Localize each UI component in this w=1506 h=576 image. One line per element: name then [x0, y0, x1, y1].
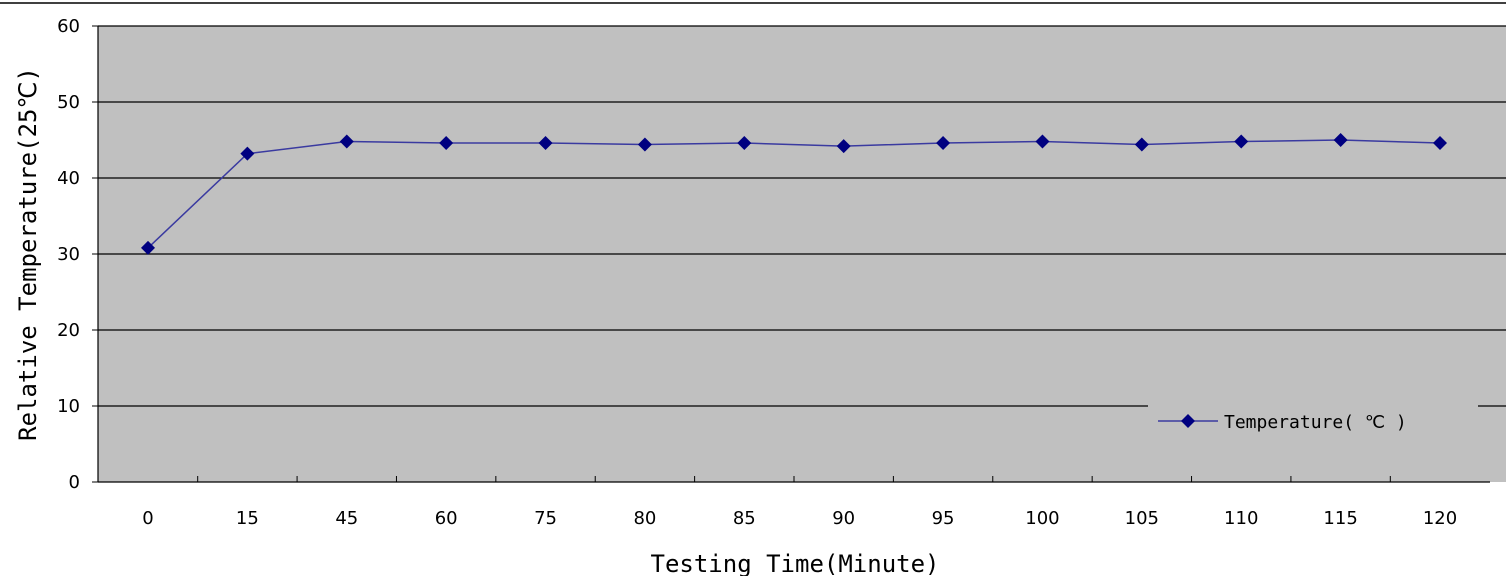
data-point-marker	[1333, 133, 1348, 147]
y-axis-title: Relative Temperature(25℃)	[14, 67, 42, 441]
x-tick-label: 60	[435, 508, 458, 529]
data-point-marker	[936, 136, 951, 151]
data-point-marker	[737, 136, 752, 151]
x-tick-label: 105	[1125, 508, 1159, 529]
x-tick-label: 85	[733, 508, 756, 529]
x-tick-label: 15	[236, 508, 259, 529]
x-tick-label: 80	[633, 508, 656, 529]
data-point-marker	[141, 240, 155, 255]
x-tick-label: 45	[335, 508, 358, 529]
y-tick-label: 20	[57, 320, 80, 341]
y-axis-ticks: 0 10 20 30 40 50 60	[57, 16, 98, 493]
series-temperature	[141, 133, 1447, 255]
data-point-marker	[637, 137, 652, 152]
data-point-marker	[1035, 134, 1050, 149]
data-point-marker	[1134, 137, 1149, 152]
y-tick-label: 40	[57, 168, 80, 189]
data-point-marker	[836, 139, 851, 154]
data-point-marker	[1433, 136, 1447, 151]
legend: Temperature( ℃ )	[1148, 404, 1478, 442]
legend-label: Temperature( ℃ )	[1224, 412, 1407, 433]
y-tick-label: 10	[57, 396, 80, 417]
x-tick-label: 120	[1423, 508, 1457, 529]
y-tick-label: 30	[57, 244, 80, 265]
x-tick-label: 110	[1224, 508, 1258, 529]
data-point-marker	[538, 136, 553, 151]
data-point-marker	[439, 136, 454, 151]
x-tick-label: 95	[932, 508, 955, 529]
series-line	[147, 139, 1441, 249]
x-axis-ticks: 0 15 45 60 75 80 85 90 95 100 105 110 115 120	[142, 476, 1457, 529]
x-tick-label: 0	[142, 508, 153, 529]
legend-marker	[1181, 414, 1195, 428]
x-axis-title: Testing Time(Minute)	[651, 550, 940, 576]
data-point-marker	[339, 134, 354, 149]
data-point-marker	[1234, 134, 1249, 149]
x-tick-label: 115	[1323, 508, 1357, 529]
gridlines	[98, 25, 1506, 407]
legend-box	[1148, 404, 1478, 442]
x-tick-label: 75	[534, 508, 557, 529]
x-tick-label: 90	[832, 508, 855, 529]
y-tick-label: 60	[57, 16, 80, 37]
data-point-marker	[240, 146, 255, 161]
y-tick-label: 50	[57, 92, 80, 113]
x-tick-label: 100	[1025, 508, 1059, 529]
y-tick-label: 0	[69, 472, 80, 493]
